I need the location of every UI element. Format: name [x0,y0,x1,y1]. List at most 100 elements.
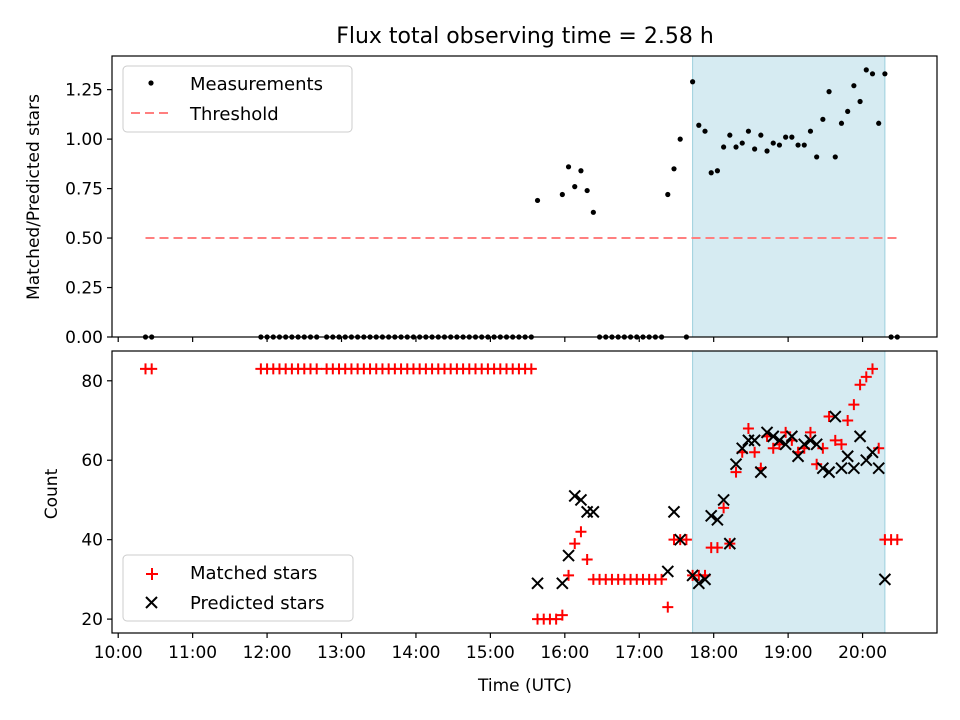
predicted-star-point [779,438,792,451]
measurement-point [783,134,789,140]
bottom-y-axis-label: Count [42,468,62,519]
predicted-star-point [841,450,854,463]
matched-star-point [823,411,835,423]
x-tick-label: 19:00 [764,643,813,663]
top-legend: Measurements Threshold [122,65,353,133]
top-x-ticks [117,337,864,342]
matched-star-point [563,569,575,581]
predicted-star-points [531,410,892,590]
predicted-star-point [810,438,823,451]
x-tick-label: 17:00 [615,643,664,663]
y-tick-label: 40 [81,531,103,551]
bottom-legend: Matched stars Predicted stars [122,554,354,622]
matched-star-point [873,442,885,454]
measurement-point [758,132,764,138]
legend-measurement-marker [148,80,154,86]
predicted-star-point [754,465,768,479]
predicted-star-point [773,434,786,447]
y-tick-label: 80 [81,372,103,392]
y-tick-label: 0.75 [65,180,103,200]
predicted-star-point [711,513,724,527]
measurement-point [752,146,758,152]
matched-star-points [139,363,903,625]
predicted-star-point [587,505,600,519]
measurement-point [869,71,876,77]
predicted-star-point [822,465,836,479]
top-plot-frame [111,55,938,338]
matched-star-point [711,542,723,554]
predicted-star-point [698,573,712,586]
predicted-star-point [760,426,774,439]
measurement-point [559,191,565,198]
predicted-star-point [729,457,743,471]
matched-star-point [811,458,823,470]
bottom-plot-frame [111,350,938,634]
matched-star-point [742,422,754,434]
x-tick-label: 16:00 [540,643,589,663]
bottom-y-ticks: 20 40 60 80 [81,372,112,630]
y-tick-label: 1.25 [65,81,103,101]
predicted-star-point [568,489,581,503]
measurement-point [708,170,714,176]
measurement-point [584,187,590,194]
predicted-star-point [767,430,780,443]
x-tick-label: 13:00 [317,643,366,663]
predicted-star-point [661,565,674,578]
matched-star-point [860,371,872,383]
legend-predicted-label: Predicted stars [190,593,324,614]
measurement-point [770,140,776,146]
predicted-star-point [829,410,842,423]
measurement-point [739,140,745,146]
matched-star-point [656,573,668,585]
measurement-point [832,154,838,160]
measurement-point [814,154,820,160]
measurement-point [696,122,702,128]
matched-star-point [569,538,581,550]
predicted-star-point [723,537,737,550]
matched-star-point [680,534,692,546]
measurement-point [572,184,578,190]
matched-star-point [829,434,841,446]
top-y-axis-label: Matched/Predicted stars [24,94,44,300]
measurement-point [565,164,572,170]
matched-star-point [730,466,742,478]
bottom-observing-window [692,350,886,634]
predicted-star-point [686,569,699,582]
measurement-point [671,166,677,172]
measurement-point [820,116,826,122]
measurement-point [665,191,671,198]
bottom-x-ticks: 10:00 11:00 12:00 13:00 14:00 15:00 16:00 17:00… [94,633,887,663]
x-tick-label: 11:00 [168,643,217,663]
matched-star-point [311,363,323,375]
measurement-point [826,89,832,95]
x-tick-label: 14:00 [391,643,440,663]
matched-star-point [767,442,779,454]
predicted-star-point [798,438,811,451]
y-tick-label: 0.50 [65,229,103,249]
measurement-point [721,144,727,150]
legend-measurements-label: Measurements [190,74,323,95]
x-tick-label: 12:00 [243,643,292,663]
predicted-star-point [705,509,718,523]
predicted-star-point [736,442,749,455]
predicted-star-point [673,533,687,546]
matched-star-point [854,379,866,391]
predicted-star-point [866,446,879,459]
legend-matched-marker [146,568,158,580]
matched-star-point [550,613,562,625]
measurement-point [714,168,721,174]
bottom-legend-box [122,554,354,622]
matched-star-point [817,442,829,454]
matched-star-point [718,502,730,514]
measurement-point [789,134,795,140]
chart-title: Flux total observing time = 2.58 h [336,24,714,49]
y-tick-label: 0.00 [65,328,103,348]
predicted-star-point [556,577,569,590]
measurement-point [590,209,596,215]
x-tick-label: 20:00 [838,643,887,663]
matched-star-point [556,609,568,621]
y-tick-label: 0.25 [65,279,103,299]
x-axis-label: Time (UTC) [477,676,572,696]
matched-star-point [866,363,878,375]
